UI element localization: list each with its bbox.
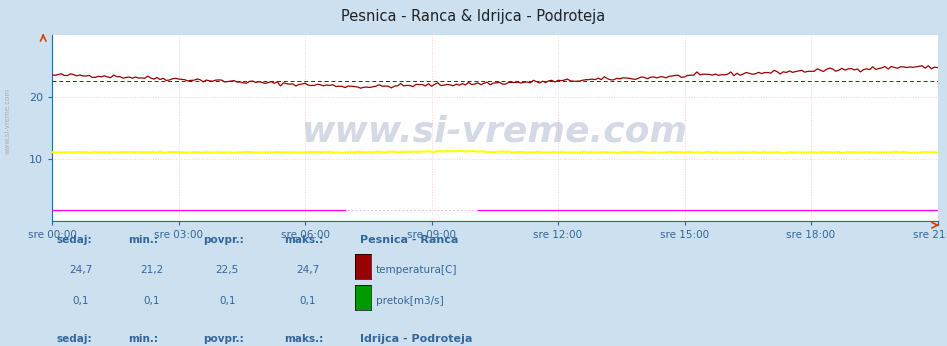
Text: maks.:: maks.:: [284, 334, 323, 344]
Text: 0,1: 0,1: [143, 296, 160, 306]
Text: min.:: min.:: [128, 334, 158, 344]
Text: 24,7: 24,7: [296, 265, 319, 275]
Text: www.si-vreme.com: www.si-vreme.com: [5, 88, 10, 154]
Text: Idrijca - Podroteja: Idrijca - Podroteja: [360, 334, 473, 344]
Text: 21,2: 21,2: [140, 265, 163, 275]
Text: www.si-vreme.com: www.si-vreme.com: [302, 115, 688, 149]
Text: sedaj:: sedaj:: [57, 334, 93, 344]
Text: sedaj:: sedaj:: [57, 235, 93, 245]
Text: 22,5: 22,5: [216, 265, 239, 275]
Text: min.:: min.:: [128, 235, 158, 245]
Text: 24,7: 24,7: [69, 265, 92, 275]
Text: 0,1: 0,1: [219, 296, 236, 306]
Text: Pesnica - Ranca & Idrijca - Podroteja: Pesnica - Ranca & Idrijca - Podroteja: [341, 9, 606, 24]
Text: 0,1: 0,1: [299, 296, 316, 306]
Text: maks.:: maks.:: [284, 235, 323, 245]
Text: povpr.:: povpr.:: [204, 235, 244, 245]
Text: pretok[m3/s]: pretok[m3/s]: [376, 296, 444, 306]
Text: Pesnica - Ranca: Pesnica - Ranca: [360, 235, 458, 245]
Text: temperatura[C]: temperatura[C]: [376, 265, 457, 275]
Text: 0,1: 0,1: [72, 296, 89, 306]
Text: povpr.:: povpr.:: [204, 334, 244, 344]
